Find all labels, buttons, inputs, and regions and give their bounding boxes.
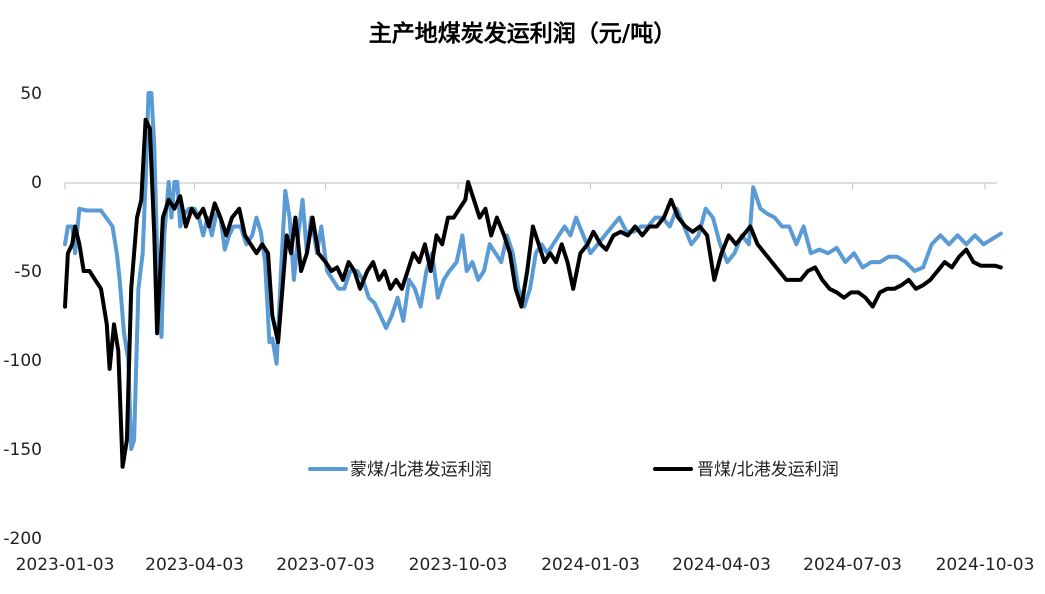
y-tick-label: -50 bbox=[14, 262, 42, 282]
legend-label-2: 晋煤/北港发运利润 bbox=[697, 460, 839, 480]
x-tick-label: 2024-10-03 bbox=[936, 555, 1035, 575]
x-tick-label: 2023-07-03 bbox=[276, 555, 375, 575]
legend-label-1: 蒙煤/北港发运利润 bbox=[350, 460, 492, 480]
y-tick-label: 50 bbox=[20, 84, 42, 104]
x-tick-label: 2024-07-03 bbox=[803, 555, 902, 575]
series-line-2 bbox=[63, 117, 1003, 469]
y-tick-label: -150 bbox=[3, 440, 42, 460]
legend: 蒙煤/北港发运利润 晋煤/北港发运利润 bbox=[308, 460, 839, 480]
x-tick-label: 2023-10-03 bbox=[409, 555, 508, 575]
x-tick-label: 2024-01-03 bbox=[541, 555, 640, 575]
x-tick-label: 2023-04-03 bbox=[145, 555, 244, 575]
y-tick-label: -100 bbox=[3, 351, 42, 371]
axes: 50 0 -50 -100 -150 -200 2023-01-03 2023-04-03 20… bbox=[3, 84, 1034, 575]
x-tick-label: 2024-04-03 bbox=[672, 555, 771, 575]
series-lines bbox=[63, 91, 1003, 469]
y-tick-label: 0 bbox=[31, 173, 42, 193]
y-tick-label: -200 bbox=[3, 529, 42, 549]
chart-title: 主产地煤炭发运利润（元/吨） bbox=[368, 21, 677, 47]
series-line-1 bbox=[63, 91, 1003, 451]
x-tick-label: 2023-01-03 bbox=[16, 555, 115, 575]
